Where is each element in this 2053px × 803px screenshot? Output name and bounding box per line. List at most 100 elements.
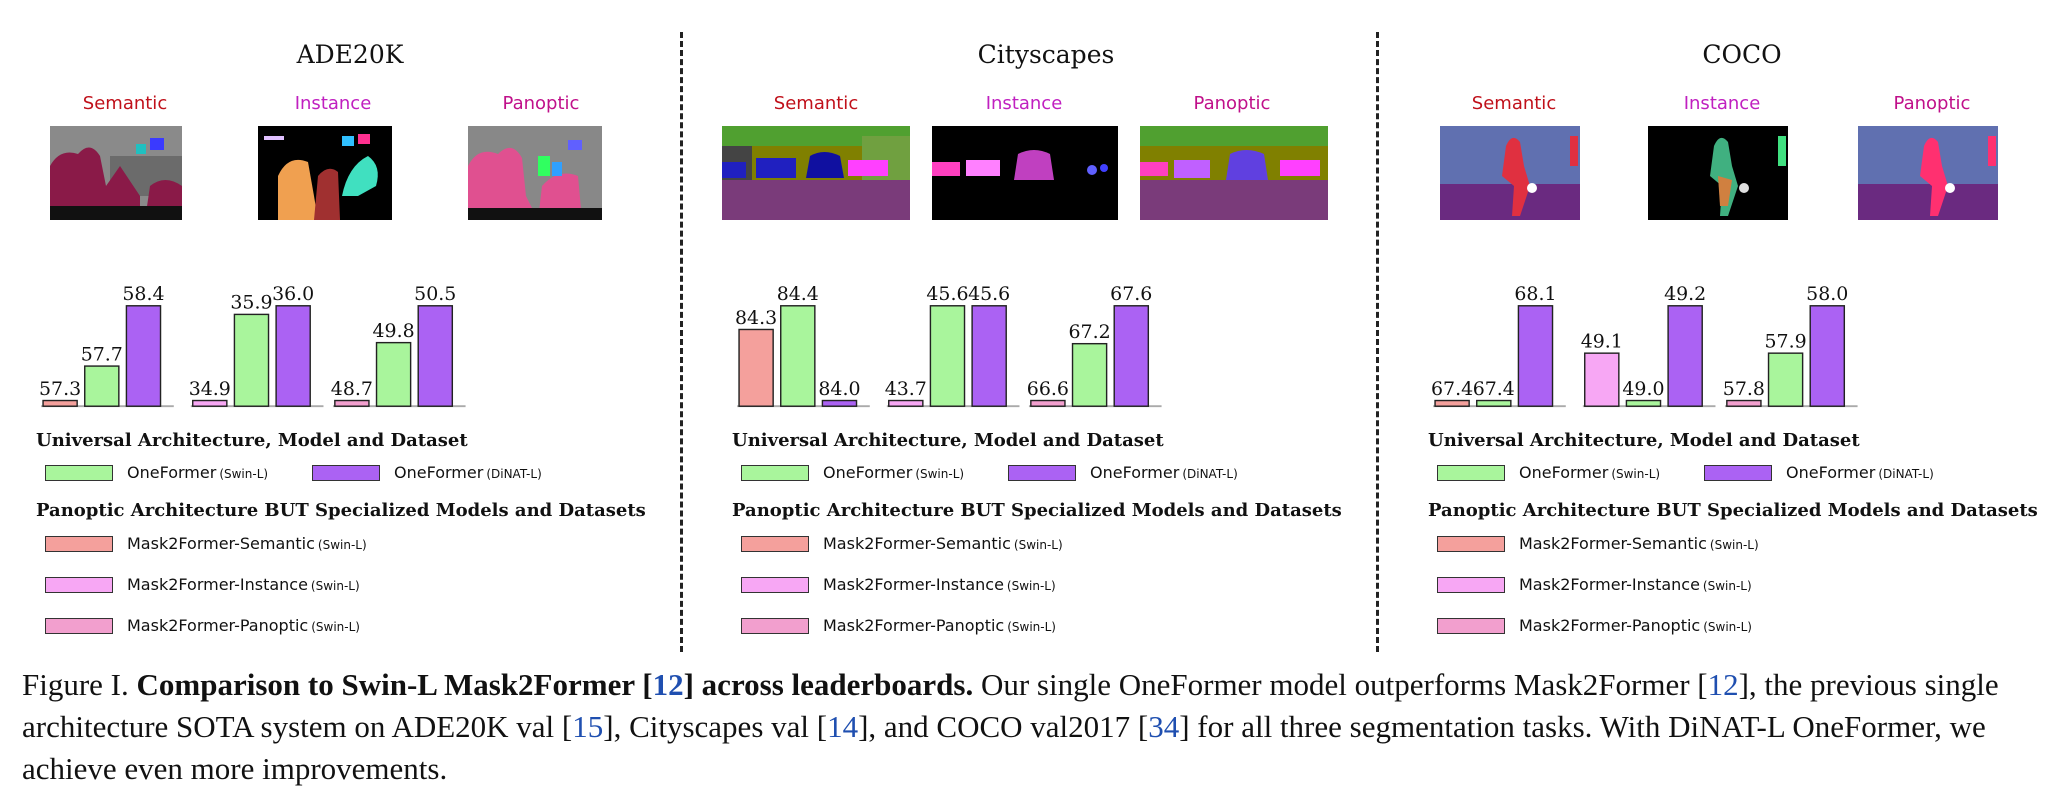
legend-label: OneFormer bbox=[394, 463, 484, 482]
citation-link[interactable]: 15 bbox=[572, 709, 604, 744]
task-label-panoptic: Panoptic bbox=[1893, 93, 1971, 114]
legend-heading-panoptic: Panoptic Architecture BUT Specialized Mo… bbox=[1428, 500, 2038, 521]
bar bbox=[971, 305, 1007, 407]
bar bbox=[192, 399, 228, 407]
task-label-panoptic: Panoptic bbox=[502, 93, 580, 114]
legend-label: Mask2Former-Panoptic bbox=[823, 616, 1005, 635]
legend-swatch bbox=[741, 618, 809, 634]
legend-label: Mask2Former-Instance bbox=[127, 575, 308, 594]
bar-value-label: 67.4 bbox=[1473, 378, 1515, 400]
legend-sublabel: (Swin-L) bbox=[311, 620, 360, 634]
legend-swatch bbox=[1704, 465, 1772, 481]
bar-value-label: 50.5 bbox=[414, 283, 456, 305]
legend-sublabel: (Swin-L) bbox=[1007, 620, 1056, 634]
legend-sublabel: (Swin-L) bbox=[310, 579, 360, 593]
bar-value-label: 67.4 bbox=[1431, 378, 1473, 400]
legend-label: OneFormer bbox=[127, 463, 217, 482]
bar bbox=[375, 341, 412, 407]
bar-value-label: 68.1 bbox=[1514, 283, 1556, 305]
bar bbox=[42, 399, 78, 407]
legend-sublabel: (Swin-L) bbox=[219, 467, 269, 481]
figure-caption: Figure I. Comparison to Swin-L Mask2Form… bbox=[22, 664, 2032, 790]
legend-swatch bbox=[1008, 465, 1076, 481]
panel-divider-2 bbox=[1376, 32, 1379, 652]
bar bbox=[929, 305, 966, 407]
legend-heading-panoptic: Panoptic Architecture BUT Specialized Mo… bbox=[36, 500, 646, 521]
bar-value-label: 57.3 bbox=[39, 378, 81, 400]
bar-value-label: 84.0 bbox=[818, 378, 860, 400]
bar bbox=[334, 399, 370, 407]
segmentation-thumbnail-instance bbox=[932, 126, 1118, 220]
bar bbox=[1517, 305, 1554, 407]
bar-value-label: 84.3 bbox=[735, 307, 777, 329]
bar-value-label: 36.0 bbox=[272, 283, 314, 305]
caption-text: ], and COCO val2017 [ bbox=[858, 709, 1149, 744]
caption-text: ] for all three segmentation tasks. With… bbox=[22, 709, 1986, 786]
bar-chart: 57.357.7 58.4 34.9 35.9 36.0 48.7 49.850.5 bbox=[39, 283, 466, 408]
bar-value-label: 67.6 bbox=[1110, 283, 1152, 305]
legend-label: Mask2Former-Semantic bbox=[823, 534, 1011, 553]
legend-label: OneFormer bbox=[1786, 463, 1876, 482]
legend-swatch bbox=[1437, 536, 1505, 552]
legend-label: Mask2Former-Instance bbox=[1519, 575, 1700, 594]
citation-link[interactable]: 14 bbox=[827, 709, 859, 744]
citation-link[interactable]: 12 bbox=[652, 667, 684, 702]
legend-swatch bbox=[45, 618, 113, 634]
bar bbox=[780, 305, 816, 407]
legend-label: OneFormer bbox=[823, 463, 913, 482]
legend-swatch bbox=[741, 465, 809, 481]
segmentation-thumbnail-panoptic bbox=[1140, 126, 1328, 220]
legend-label: OneFormer bbox=[1090, 463, 1180, 482]
legend-label: Mask2Former-Semantic bbox=[127, 534, 315, 553]
legend-swatch bbox=[1437, 465, 1505, 481]
bar-chart: 84.384.4 84.0 43.7 45.6 45.6 66.6 67.267.6 bbox=[735, 283, 1162, 408]
legend-sublabel: (Swin-L) bbox=[915, 467, 965, 481]
bar bbox=[1030, 399, 1066, 407]
caption-bold-a: Comparison to Swin-L Mask2Former [ bbox=[136, 667, 653, 702]
task-label-instance: Instance bbox=[1683, 93, 1761, 114]
bar bbox=[888, 399, 924, 407]
bar-value-label: 49.2 bbox=[1664, 283, 1706, 305]
panel-title: COCO bbox=[1702, 40, 1782, 69]
bar bbox=[1584, 352, 1620, 407]
bar bbox=[1113, 305, 1150, 407]
legend-sublabel: (DiNAT-L) bbox=[1182, 467, 1238, 481]
legend-swatch bbox=[45, 536, 113, 552]
legend-sublabel: (Swin-L) bbox=[1013, 538, 1063, 552]
bar bbox=[84, 365, 120, 407]
bar-value-label: 67.2 bbox=[1068, 321, 1110, 343]
segmentation-thumbnail-semantic bbox=[50, 126, 182, 220]
bar-value-label: 49.0 bbox=[1622, 378, 1664, 400]
task-label-semantic: Semantic bbox=[1471, 93, 1557, 114]
citation-link[interactable]: 12 bbox=[1707, 667, 1739, 702]
legend-label: OneFormer bbox=[1519, 463, 1609, 482]
legend-swatch bbox=[45, 465, 113, 481]
task-label-panoptic: Panoptic bbox=[1193, 93, 1271, 114]
citation-link[interactable]: 34 bbox=[1148, 709, 1180, 744]
legend-sublabel: (DiNAT-L) bbox=[1878, 467, 1934, 481]
legend-sublabel: (Swin-L) bbox=[1611, 467, 1661, 481]
bar-value-label: 34.9 bbox=[189, 378, 231, 400]
legend-heading-universal: Universal Architecture, Model and Datase… bbox=[1428, 430, 1860, 451]
bar bbox=[738, 328, 774, 407]
legend-swatch bbox=[1437, 618, 1505, 634]
caption-bold-b: ] across leaderboards. bbox=[683, 667, 974, 702]
legend-sublabel: (Swin-L) bbox=[1703, 620, 1752, 634]
legend-sublabel: (Swin-L) bbox=[1702, 579, 1752, 593]
bar-value-label: 43.7 bbox=[885, 378, 927, 400]
bar bbox=[1767, 352, 1804, 407]
task-label-semantic: Semantic bbox=[773, 93, 859, 114]
bar-value-label: 58.0 bbox=[1806, 283, 1848, 305]
legend-swatch bbox=[312, 465, 380, 481]
caption-text: Our single OneFormer model outperforms M… bbox=[973, 667, 1708, 702]
legend-heading-universal: Universal Architecture, Model and Datase… bbox=[732, 430, 1164, 451]
segmentation-thumbnail-panoptic bbox=[1858, 126, 1998, 220]
caption-text: ], Cityscapes val [ bbox=[603, 709, 828, 744]
bar bbox=[233, 313, 270, 407]
bar-value-label: 57.7 bbox=[81, 343, 123, 365]
legend-label: Mask2Former-Panoptic bbox=[1519, 616, 1701, 635]
bar bbox=[1726, 399, 1762, 407]
bar-value-label: 58.4 bbox=[122, 283, 164, 305]
legend-swatch bbox=[45, 577, 113, 593]
legend-swatch bbox=[741, 536, 809, 552]
